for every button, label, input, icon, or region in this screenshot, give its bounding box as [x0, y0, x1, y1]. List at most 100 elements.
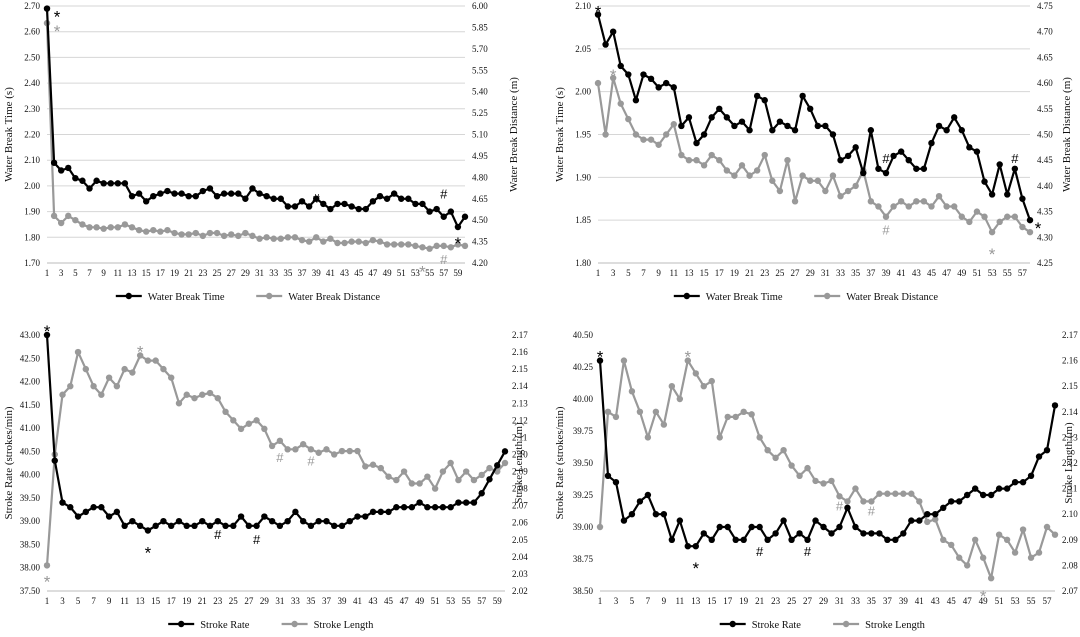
- data-point: [1027, 554, 1035, 561]
- y-right-tick-label: 5.10: [472, 130, 488, 140]
- data-point: [636, 498, 644, 505]
- data-point: [59, 391, 66, 398]
- x-tick-label: 59: [493, 596, 503, 606]
- data-point: [844, 187, 852, 195]
- data-point: [72, 174, 79, 182]
- data-point: [625, 71, 632, 78]
- data-point: [897, 198, 905, 205]
- y-right-tick-label: 4.55: [1037, 104, 1053, 114]
- data-point: [400, 504, 408, 511]
- y-right-tick-label: 2.09: [1062, 535, 1078, 545]
- y-left-tick-label: 39.50: [20, 493, 41, 503]
- significance-marker: #: [440, 186, 448, 201]
- data-point: [867, 127, 875, 134]
- x-tick-label: 11: [669, 268, 678, 278]
- data-point: [988, 191, 996, 198]
- data-point: [670, 121, 677, 128]
- significance-marker: #: [756, 544, 764, 559]
- data-point: [486, 464, 493, 472]
- data-point: [966, 144, 973, 151]
- y-left-tick-label: 2.50: [24, 52, 40, 62]
- data-point: [981, 213, 988, 220]
- data-point: [305, 238, 313, 245]
- x-tick-label: 51: [972, 268, 981, 278]
- data-point: [416, 480, 423, 487]
- x-tick-label: 21: [745, 268, 754, 278]
- y-right-tick-label: 2.10: [1062, 509, 1078, 519]
- data-point: [932, 516, 939, 523]
- x-tick-label: 41: [326, 268, 335, 278]
- x-tick-label: 7: [87, 268, 92, 278]
- data-point: [685, 114, 693, 121]
- data-point: [354, 513, 361, 520]
- data-point: [780, 517, 787, 524]
- y-right-tick-label: 4.50: [472, 215, 488, 225]
- x-tick-label: 33: [269, 268, 279, 278]
- data-point: [86, 185, 93, 192]
- y-left-axis-title: Stroke Rate (strokes/min): [3, 406, 15, 519]
- data-point: [799, 172, 806, 179]
- data-point: [447, 208, 455, 215]
- data-point: [764, 447, 771, 454]
- data-point: [362, 239, 370, 247]
- x-tick-label: 13: [136, 596, 146, 606]
- data-point: [836, 493, 843, 500]
- y-left-tick-label: 42.00: [20, 377, 41, 387]
- data-point: [431, 485, 439, 492]
- data-point: [594, 79, 602, 87]
- data-point: [700, 530, 707, 537]
- data-point: [206, 185, 214, 192]
- data-point: [738, 118, 746, 125]
- significance-marker: *: [610, 66, 617, 85]
- x-tick-label: 21: [198, 596, 207, 606]
- data-point: [390, 190, 398, 197]
- data-point: [426, 208, 433, 215]
- data-point: [86, 224, 93, 231]
- data-point: [732, 536, 739, 543]
- data-point: [90, 383, 97, 390]
- data-point: [299, 517, 307, 525]
- data-point: [454, 241, 462, 248]
- data-point: [67, 383, 74, 390]
- data-point: [716, 105, 723, 113]
- data-point: [376, 238, 384, 245]
- x-tick-label: 21: [755, 596, 764, 606]
- y-left-tick-label: 39.00: [20, 516, 41, 526]
- data-point: [958, 213, 965, 220]
- y-right-tick-label: 2.02: [512, 586, 528, 596]
- data-point: [307, 522, 315, 530]
- data-point: [222, 408, 229, 415]
- data-point: [150, 192, 157, 200]
- data-point: [920, 165, 928, 172]
- data-point: [908, 517, 915, 524]
- data-point: [731, 122, 738, 130]
- significance-marker: #: [313, 191, 321, 206]
- data-point: [74, 513, 82, 520]
- y-right-tick-label: 2.08: [1062, 560, 1078, 570]
- x-tick-label: 33: [851, 596, 861, 606]
- data-point: [439, 504, 447, 511]
- data-point: [237, 513, 245, 520]
- y-left-tick-label: 2.05: [575, 44, 591, 54]
- data-point: [860, 169, 867, 177]
- data-point: [628, 511, 636, 518]
- data-point: [796, 472, 803, 479]
- data-point: [114, 224, 122, 231]
- data-point: [185, 231, 192, 238]
- data-point: [220, 190, 228, 197]
- significance-marker: *: [455, 234, 462, 253]
- y-left-tick-label: 1.90: [24, 207, 40, 217]
- data-point: [837, 157, 844, 164]
- data-point: [655, 84, 662, 91]
- data-point: [348, 238, 355, 245]
- data-point: [320, 200, 327, 208]
- significance-marker: *: [692, 559, 699, 578]
- data-point: [486, 476, 493, 483]
- data-point: [50, 212, 58, 220]
- data-point: [400, 468, 408, 475]
- data-point: [93, 177, 100, 184]
- data-point: [494, 462, 501, 469]
- data-point: [905, 157, 912, 164]
- significance-marker: #: [307, 453, 315, 468]
- data-point: [268, 442, 276, 450]
